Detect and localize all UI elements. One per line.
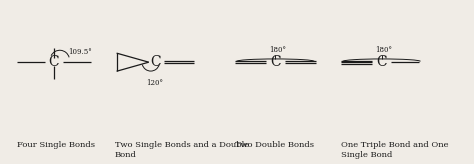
- Text: Two Single Bonds and a Double
Bond: Two Single Bonds and a Double Bond: [115, 142, 249, 159]
- Text: C: C: [150, 55, 161, 69]
- Text: 180°: 180°: [375, 46, 392, 54]
- Text: C: C: [48, 55, 59, 69]
- Text: 109.5°: 109.5°: [69, 48, 92, 56]
- Text: 180°: 180°: [269, 46, 286, 54]
- Text: 120°: 120°: [146, 79, 163, 87]
- Text: Four Single Bonds: Four Single Bonds: [17, 142, 95, 149]
- Text: C: C: [270, 55, 281, 69]
- Text: C: C: [376, 55, 387, 69]
- Text: One Triple Bond and One
Single Bond: One Triple Bond and One Single Bond: [341, 142, 448, 159]
- Text: Two Double Bonds: Two Double Bonds: [235, 142, 314, 149]
